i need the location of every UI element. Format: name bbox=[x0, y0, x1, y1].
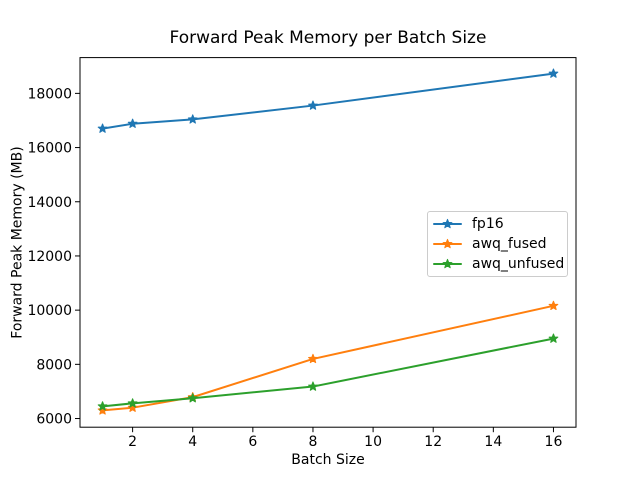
marker-awq_fused bbox=[127, 402, 138, 412]
legend-item-fp16: fp16 bbox=[433, 214, 562, 234]
legend: fp16 awq_fused awq_unfused bbox=[427, 211, 568, 277]
marker-awq_unfused bbox=[127, 398, 138, 408]
marker-awq_unfused bbox=[308, 381, 318, 391]
legend-label-fp16: fp16 bbox=[472, 216, 504, 232]
series-line-awq_unfused bbox=[101, 337, 555, 408]
chart-title: Forward Peak Memory per Batch Size bbox=[169, 28, 487, 48]
y-tick-label: 10000 bbox=[27, 303, 72, 319]
marker-fp16 bbox=[548, 68, 559, 78]
x-axis-label: Batch Size bbox=[291, 452, 365, 468]
x-tick-label: 4 bbox=[188, 434, 197, 450]
y-tick-label: 16000 bbox=[27, 141, 72, 157]
legend-item-awq-unfused: awq_unfused bbox=[433, 254, 565, 274]
y-tick-label: 6000 bbox=[36, 412, 72, 428]
marker-awq_unfused bbox=[187, 393, 198, 403]
legend-label-awq-fused: awq_fused bbox=[472, 236, 547, 252]
legend-item-awq-fused: awq_fused bbox=[433, 234, 562, 254]
marker-awq_fused bbox=[97, 405, 108, 415]
series-line-fp16 bbox=[101, 72, 555, 130]
y-tick-label: 8000 bbox=[36, 357, 72, 373]
x-tick-label: 6 bbox=[248, 434, 257, 450]
y-tick-label: 18000 bbox=[27, 86, 72, 102]
marker-awq_unfused bbox=[97, 401, 108, 411]
y-tick-label: 14000 bbox=[27, 195, 72, 211]
x-tick-label: 14 bbox=[484, 434, 502, 450]
awq-fused-line-sample-icon bbox=[433, 238, 462, 249]
marker-fp16 bbox=[187, 114, 198, 124]
fp16-line-sample-icon bbox=[433, 218, 462, 229]
x-tick-label: 16 bbox=[545, 434, 563, 450]
x-tick-label: 12 bbox=[424, 434, 442, 450]
series-line-awq_fused bbox=[101, 304, 555, 412]
marker-awq_fused bbox=[548, 300, 559, 311]
x-tick-label: 8 bbox=[309, 434, 318, 450]
marker-awq_unfused bbox=[548, 333, 559, 343]
marker-awq_fused bbox=[308, 353, 318, 364]
marker-fp16 bbox=[127, 118, 138, 128]
y-tick-label: 12000 bbox=[27, 249, 72, 265]
marker-fp16 bbox=[97, 123, 108, 133]
legend-label-awq-unfused: awq_unfused bbox=[472, 256, 565, 272]
marker-fp16 bbox=[308, 100, 318, 110]
x-tick-label: 10 bbox=[364, 434, 382, 450]
x-tick-label: 2 bbox=[128, 434, 137, 450]
y-axis-label: Forward Peak Memory (MB) bbox=[9, 146, 26, 339]
awq-unfused-line-sample-icon bbox=[433, 258, 462, 269]
